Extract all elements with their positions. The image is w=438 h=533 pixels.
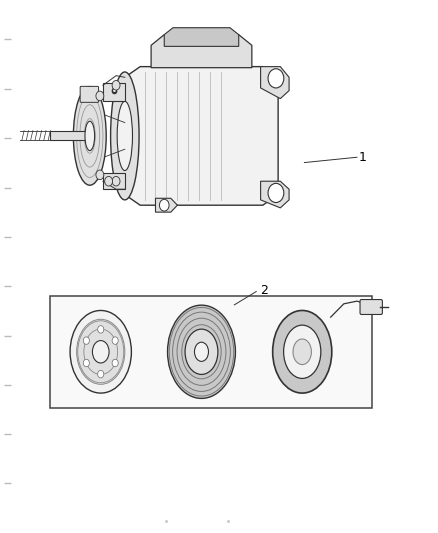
FancyBboxPatch shape: [360, 300, 382, 314]
Polygon shape: [103, 173, 125, 189]
Text: 1: 1: [359, 151, 367, 164]
Ellipse shape: [85, 122, 95, 151]
Polygon shape: [103, 83, 125, 101]
Ellipse shape: [272, 310, 332, 393]
Text: 2: 2: [261, 284, 268, 297]
Polygon shape: [261, 67, 289, 99]
Polygon shape: [125, 67, 278, 205]
FancyBboxPatch shape: [80, 86, 99, 102]
Circle shape: [112, 80, 120, 90]
Polygon shape: [164, 28, 239, 46]
Ellipse shape: [194, 342, 208, 361]
Circle shape: [98, 326, 104, 333]
Circle shape: [96, 170, 104, 180]
Circle shape: [96, 91, 104, 101]
Ellipse shape: [185, 329, 218, 375]
Circle shape: [112, 337, 118, 344]
Circle shape: [105, 176, 113, 186]
Circle shape: [83, 337, 89, 344]
Ellipse shape: [117, 101, 132, 171]
Ellipse shape: [293, 339, 311, 365]
Ellipse shape: [70, 310, 131, 393]
Polygon shape: [261, 181, 289, 208]
Ellipse shape: [167, 305, 236, 399]
Circle shape: [83, 359, 89, 367]
Circle shape: [112, 176, 120, 186]
Bar: [50, 296, 372, 408]
Ellipse shape: [92, 341, 109, 363]
FancyBboxPatch shape: [50, 131, 90, 140]
Ellipse shape: [73, 86, 106, 185]
Circle shape: [268, 69, 284, 88]
Ellipse shape: [110, 72, 139, 200]
Circle shape: [159, 199, 169, 211]
Ellipse shape: [77, 319, 125, 384]
Ellipse shape: [283, 325, 321, 378]
Polygon shape: [151, 35, 252, 68]
Circle shape: [268, 183, 284, 203]
Polygon shape: [155, 198, 177, 212]
Circle shape: [98, 370, 104, 378]
Circle shape: [112, 359, 118, 367]
